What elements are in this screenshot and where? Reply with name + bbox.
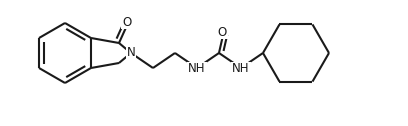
Text: NH: NH [232,62,250,75]
Text: NH: NH [188,62,206,75]
Text: O: O [217,25,226,39]
Text: O: O [122,15,132,28]
Text: N: N [126,46,135,59]
